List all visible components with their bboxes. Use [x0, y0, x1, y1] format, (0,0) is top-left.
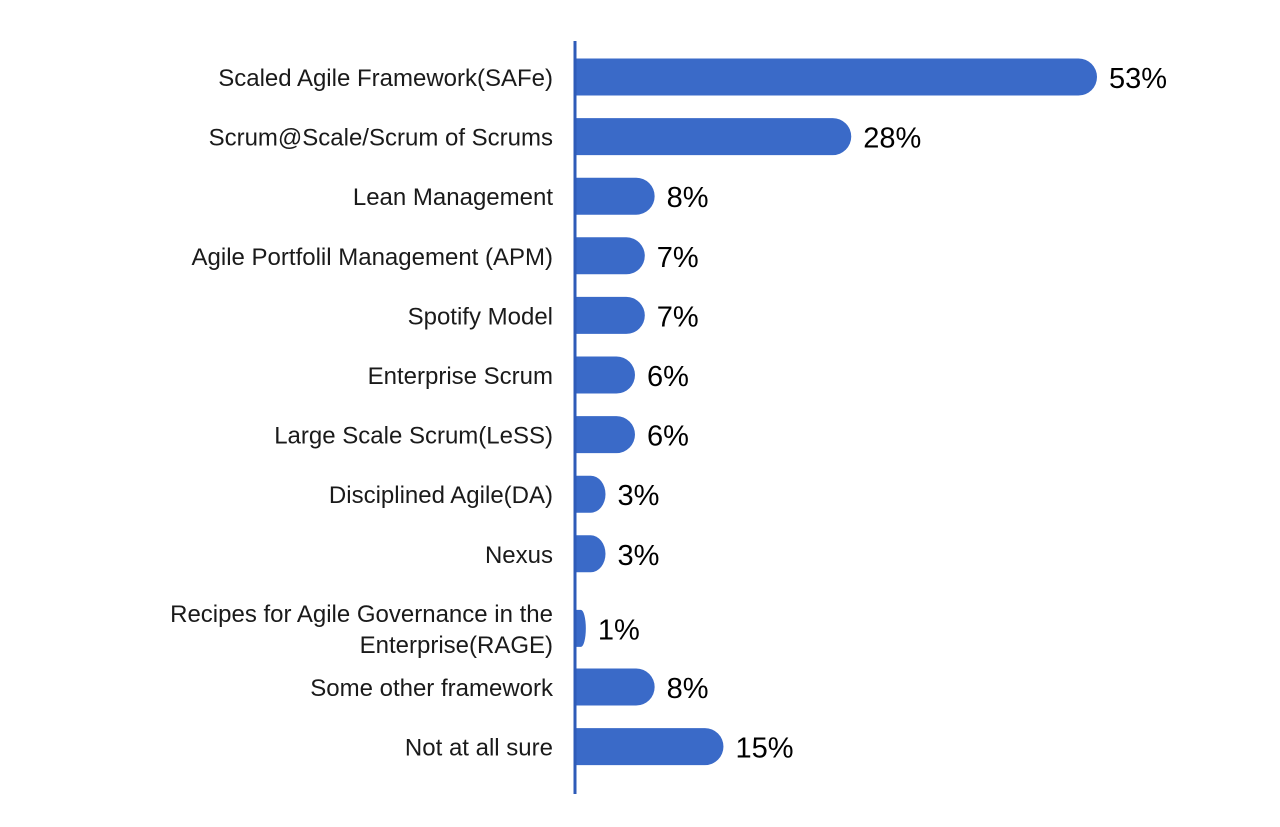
value-label-9: 3% — [617, 540, 659, 572]
category-label-line: Agile Portfolil Management (APM) — [192, 244, 553, 271]
bar-3 — [576, 177, 655, 215]
category-label-11: Some other framework — [310, 675, 554, 702]
category-label-line: Nexus — [485, 542, 553, 569]
category-labels-group: Scaled Agile Framework(SAFe) Scrum@Scale/… — [170, 65, 554, 762]
category-label-line: Large Scale Scrum(LeSS) — [274, 423, 553, 450]
bar-11 — [576, 668, 655, 706]
bar-7 — [576, 416, 635, 454]
category-label-line: Spotify Model — [408, 303, 553, 330]
category-label-line: Scaled Agile Framework(SAFe) — [218, 65, 553, 92]
category-label-6: Enterprise Scrum — [368, 363, 553, 390]
bar-12 — [576, 728, 724, 766]
category-label-7: Large Scale Scrum(LeSS) — [274, 423, 553, 450]
bars-group — [576, 58, 1097, 766]
category-label-line: Disciplined Agile(DA) — [329, 482, 553, 509]
value-label-7: 6% — [647, 421, 689, 453]
bar-5 — [576, 296, 645, 334]
category-label-line: Lean Management — [353, 184, 553, 211]
bar-8 — [576, 475, 606, 513]
category-label-12: Not at all sure — [405, 735, 553, 762]
value-label-12: 15% — [735, 733, 793, 765]
bar-2 — [576, 118, 852, 156]
category-label-2: Scrum@Scale/Scrum of Scrums — [209, 125, 553, 152]
category-label-3: Lean Management — [353, 184, 553, 211]
value-label-11: 8% — [667, 673, 709, 705]
value-label-4: 7% — [657, 242, 699, 274]
value-labels-group: 53% 28% 8% 7% 7% 6% 6% 3% 3% 1% 8% 15% — [598, 63, 1167, 765]
value-label-8: 3% — [617, 480, 659, 512]
bar-1 — [576, 58, 1097, 96]
category-label-5: Spotify Model — [408, 303, 553, 330]
category-label-line: Not at all sure — [405, 735, 553, 762]
category-label-line: Some other framework — [310, 675, 554, 702]
category-label-4: Agile Portfolil Management (APM) — [192, 244, 553, 271]
value-label-1: 53% — [1109, 63, 1167, 95]
category-label-10: Recipes for Agile Governance in the Enter… — [170, 601, 553, 659]
value-label-6: 6% — [647, 361, 689, 393]
value-label-5: 7% — [657, 301, 699, 333]
category-label-1: Scaled Agile Framework(SAFe) — [218, 65, 553, 92]
bar-9 — [576, 535, 606, 573]
category-label-line: Scrum@Scale/Scrum of Scrums — [209, 125, 553, 152]
bar-10 — [576, 609, 586, 647]
category-label-9: Nexus — [485, 542, 553, 569]
value-label-10: 1% — [598, 614, 640, 646]
value-label-2: 28% — [863, 123, 921, 155]
bar-6 — [576, 356, 635, 394]
category-label-line: Enterprise(RAGE) — [360, 632, 553, 659]
bar-4 — [576, 237, 645, 275]
category-label-line: Recipes for Agile Governance in the — [170, 601, 553, 628]
category-label-line: Enterprise Scrum — [368, 363, 553, 390]
category-label-8: Disciplined Agile(DA) — [329, 482, 553, 509]
value-label-3: 8% — [667, 182, 709, 214]
